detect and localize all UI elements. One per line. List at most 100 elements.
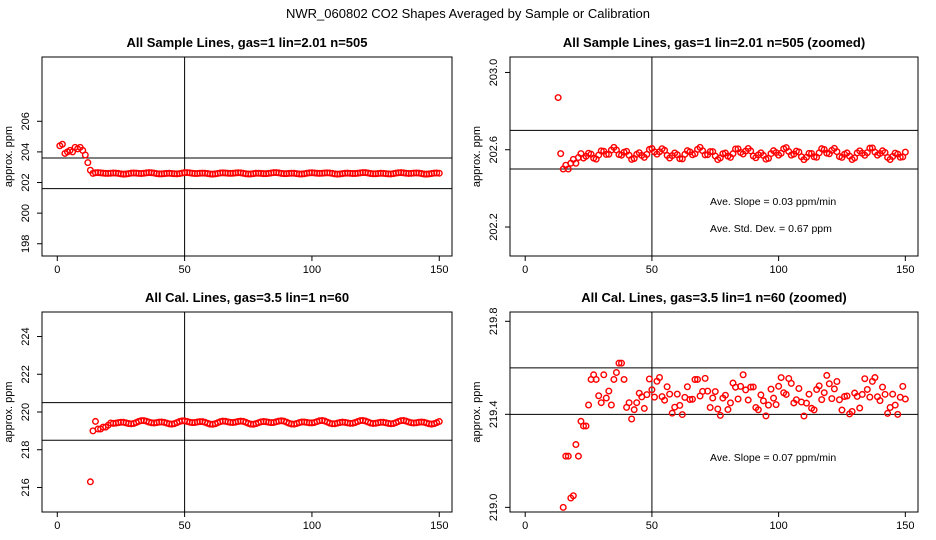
y-axis-label: approx. ppm [471,381,483,442]
data-point [435,169,443,177]
data-point [630,406,638,414]
data-point [640,404,648,412]
data-point [737,382,745,390]
data-point [787,379,795,387]
data-point [795,384,803,392]
panel-2: All Sample Lines, gas=1 lin=2.01 n=505 (… [471,35,919,276]
panel-1: All Sample Lines, gas=1 lin=2.01 n=505 0 5… [3,35,453,276]
y-tick-label: 218 [20,441,32,459]
y-tick-label: 206 [20,112,32,130]
data-point [838,406,846,414]
data-point [648,386,656,394]
data-point [828,395,836,403]
plot-frame [41,311,453,513]
y-tick-label: 219.4 [488,401,500,429]
data-point [628,415,636,423]
data-point [777,374,785,382]
data-point [721,391,729,399]
y-tick-label: 219.0 [488,494,500,522]
data-point [823,371,831,379]
y-tick-label: 224 [20,327,32,345]
data-point [81,151,89,159]
data-point [709,394,717,402]
data-point [656,373,664,381]
data-point [602,394,610,402]
data-point [618,359,626,367]
data-point [663,383,671,391]
data-point [86,478,94,486]
data-point [84,159,92,167]
data-point [678,411,686,419]
x-tick-label: 150 [896,520,914,532]
data-point [866,393,874,401]
y-tick-label: 219.8 [488,308,500,336]
data-point [863,385,871,393]
data-point [607,401,615,409]
data-point [901,148,909,156]
data-point [894,410,902,418]
data-point [762,412,770,420]
data-point [602,150,610,158]
data-point [861,375,869,383]
data-point [767,385,775,393]
x-tick-label: 50 [646,520,658,532]
data-point [782,390,790,398]
data-point [673,390,681,398]
data-point [650,393,658,401]
data-point [582,422,590,430]
data-point [676,401,684,409]
data-point [645,375,653,383]
x-tick-label: 0 [54,264,60,276]
data-point [686,396,694,404]
data-point [747,383,755,391]
data-point [889,390,897,398]
data-point [901,395,909,403]
data-point [572,441,580,449]
data-point [585,401,593,409]
y-tick-label: 200 [20,204,32,222]
annotation-text: Ave. Std. Dev. = 0.67 ppm [710,223,832,235]
data-point [688,395,696,403]
data-point [701,374,709,382]
data-point [633,399,641,407]
y-axis-label: approx. ppm [3,126,15,187]
figure-title: NWR_060802 CO2 Shapes Averaged by Sample… [286,6,650,21]
x-tick-label: 50 [178,264,190,276]
data-point [691,376,699,384]
data-point [572,159,580,167]
data-point [858,390,866,398]
y-tick-label: 202.6 [488,136,500,164]
y-tick-label: 220 [20,403,32,421]
data-point [643,391,651,399]
data-point [666,390,674,398]
data-point [805,149,813,157]
data-point [871,374,879,382]
plot-frame [509,311,919,513]
data-point [866,144,874,152]
data-point [759,397,767,405]
data-point [564,165,572,173]
data-point [615,359,623,367]
x-tick-label: 100 [303,520,321,532]
data-point [805,390,813,398]
data-point [820,389,828,397]
data-point [770,394,778,402]
data-point [620,375,628,383]
data-point [433,169,441,177]
data-point [625,399,633,407]
plot-frame [509,56,919,257]
data-point [818,396,826,404]
data-point [754,406,762,414]
data-point [701,151,709,159]
data-point [744,396,752,404]
plot-frame [41,56,453,257]
data-point [661,396,669,404]
data-point [668,409,676,417]
data-point [833,378,841,386]
data-point [714,405,722,413]
data-point [716,411,724,419]
x-tick-label: 0 [522,264,528,276]
data-point [91,417,99,425]
data-point [612,368,620,376]
